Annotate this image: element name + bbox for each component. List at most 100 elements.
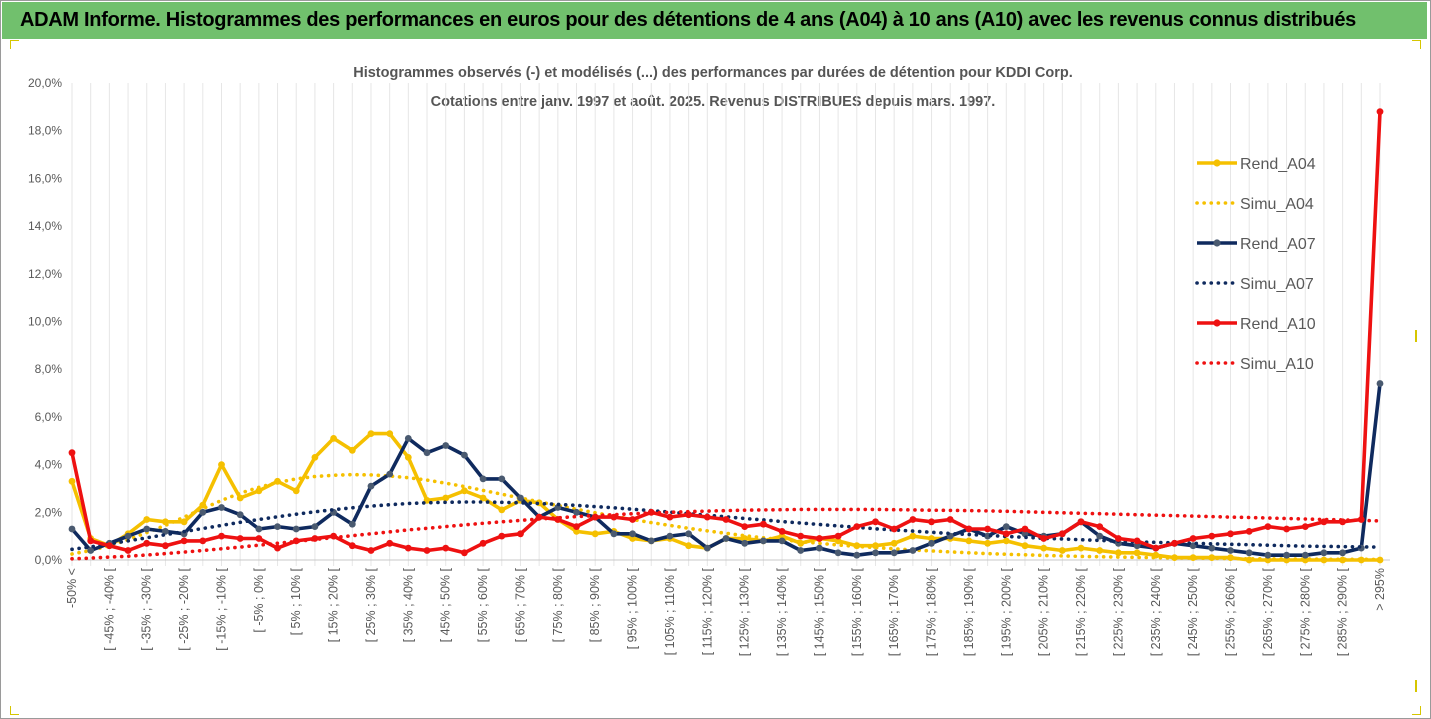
data-point	[1339, 549, 1346, 557]
data-point	[965, 537, 973, 545]
data-point	[1283, 525, 1290, 533]
data-point	[367, 482, 375, 490]
data-point	[797, 547, 805, 554]
x-tick-label: [ 245% ; 250% [	[1186, 567, 1200, 656]
data-point	[1245, 556, 1253, 564]
data-point	[909, 547, 917, 554]
data-point	[1376, 108, 1384, 115]
data-point	[87, 537, 95, 545]
x-tick-label: > 295%	[1373, 568, 1387, 611]
data-point	[1002, 530, 1010, 538]
x-axis-ticks: -50% < [ -45% ; -40% [[ -35% ; -30% [[ -2…	[65, 567, 1387, 656]
data-point	[853, 551, 861, 559]
data-point	[367, 430, 375, 437]
data-point	[423, 449, 431, 457]
chart-subtitle: Cotations entre janv. 1997 et août. 2025…	[431, 94, 996, 110]
data-point	[348, 446, 356, 454]
chart-title: Histogrammes observés (-) et modélisés (…	[353, 65, 1073, 81]
x-tick-label: [ 115% ; 120% [	[700, 567, 714, 655]
data-point	[68, 525, 76, 533]
data-point	[106, 542, 113, 550]
legend-label: Simu_A04	[1240, 196, 1314, 213]
legend-label: Rend_A07	[1240, 236, 1316, 253]
data-point	[1320, 549, 1328, 557]
data-point	[87, 547, 95, 554]
data-point	[1040, 535, 1048, 542]
data-point	[834, 532, 842, 540]
report-header: ADAM Informe. Histogrammes des performan…	[2, 2, 1427, 39]
x-tick-label: [ -25% ; -20% [	[177, 567, 191, 650]
data-point	[218, 504, 225, 511]
data-point	[722, 535, 730, 542]
data-point	[666, 532, 674, 540]
data-point	[1133, 549, 1141, 557]
data-point	[517, 494, 524, 502]
x-tick-label: [ 75% ; 80% [	[551, 567, 565, 642]
x-tick-label: [ 105% ; 110% [	[663, 567, 677, 655]
data-point	[461, 487, 468, 495]
selection-corner-top-right	[1412, 40, 1421, 49]
data-point	[610, 530, 618, 538]
data-point	[68, 477, 76, 485]
data-point	[442, 494, 450, 502]
data-point	[423, 547, 431, 554]
data-point	[255, 525, 263, 533]
data-point	[890, 549, 898, 557]
data-point	[853, 523, 861, 530]
x-tick-label: [ -45% ; -40% [	[102, 567, 116, 650]
data-point	[909, 532, 917, 540]
data-point	[367, 547, 375, 554]
x-tick-label: [ 55% ; 60% [	[476, 567, 490, 642]
data-point	[890, 539, 898, 547]
legend-label: Rend_A10	[1240, 316, 1316, 333]
data-point	[498, 532, 506, 540]
data-point	[816, 544, 823, 552]
data-point	[928, 539, 935, 547]
x-tick-label: [ 145% ; 150% [	[812, 567, 826, 656]
data-point	[479, 494, 487, 502]
series-line-simu-a04	[70, 472, 1382, 562]
selection-handle-bottom-right	[1415, 680, 1417, 692]
data-point	[1152, 544, 1160, 552]
x-tick-label: [ 205% ; 210% [	[1037, 567, 1051, 656]
y-tick-label: 10,0%	[28, 315, 62, 329]
data-point	[162, 542, 169, 550]
data-point	[573, 523, 580, 530]
data-point	[236, 535, 244, 542]
data-point	[703, 544, 711, 552]
data-point	[797, 532, 805, 540]
data-point	[1077, 518, 1085, 526]
data-point	[1227, 530, 1234, 538]
data-point	[909, 516, 917, 523]
data-point	[685, 542, 692, 550]
data-point	[816, 535, 823, 542]
data-point	[965, 525, 973, 533]
data-point	[834, 549, 842, 557]
data-point	[573, 528, 580, 535]
y-tick-label: 2,0%	[35, 505, 63, 519]
data-point	[872, 518, 879, 526]
data-point	[124, 547, 132, 554]
data-point	[1301, 523, 1309, 530]
data-point	[1264, 551, 1272, 559]
selection-handle-right	[1415, 330, 1417, 342]
data-point	[236, 511, 244, 519]
data-point	[760, 537, 767, 545]
data-point	[741, 539, 749, 547]
data-point	[946, 516, 954, 523]
performance-histogram-chart: Histogrammes observés (-) et modélisés (…	[28, 65, 1390, 656]
y-tick-label: 6,0%	[35, 410, 63, 424]
legend-marker	[1213, 319, 1221, 327]
data-point	[1040, 544, 1048, 552]
data-point	[1227, 547, 1234, 554]
data-point	[703, 513, 711, 521]
x-tick-label: -50% <	[65, 568, 79, 608]
data-point	[442, 544, 450, 552]
data-point	[666, 513, 674, 521]
legend-label: Simu_A10	[1240, 356, 1314, 373]
y-tick-label: 0,0%	[35, 553, 63, 567]
data-point	[778, 528, 786, 535]
series-line-simu-a10	[70, 507, 1382, 561]
data-point	[386, 430, 394, 437]
data-point	[1058, 547, 1066, 554]
